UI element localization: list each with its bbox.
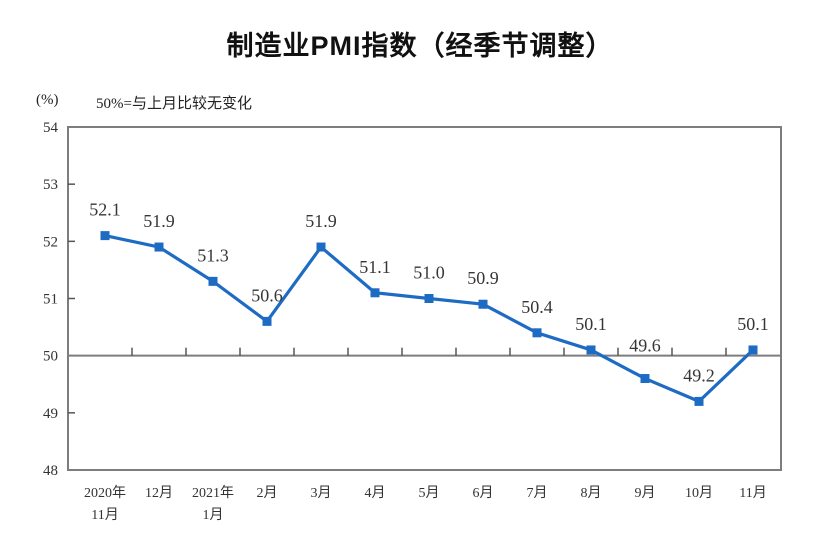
data-point-marker	[316, 242, 326, 252]
y-axis-unit-label: (%)	[36, 92, 59, 108]
x-tick-label: 10月	[685, 485, 713, 501]
x-tick-label: 2021年 1月	[192, 485, 234, 523]
y-tick-label: 49	[43, 406, 58, 422]
data-point-label: 50.9	[467, 268, 499, 288]
data-point-marker	[478, 299, 488, 309]
data-point-marker	[532, 328, 542, 338]
data-point-label: 50.1	[737, 314, 769, 334]
data-point-marker	[100, 231, 110, 241]
data-point-label: 50.6	[251, 285, 283, 305]
x-tick-label: 6月	[473, 485, 494, 501]
y-tick-label: 53	[43, 177, 58, 193]
x-tick-label: 9月	[635, 485, 656, 501]
data-point-label: 52.1	[89, 200, 121, 220]
data-point-label: 51.1	[359, 257, 391, 277]
x-tick-label: 11月	[739, 485, 766, 501]
x-tick-label: 4月	[365, 485, 386, 501]
x-tick-label: 8月	[581, 485, 602, 501]
data-point-label: 49.2	[683, 365, 715, 385]
x-tick-label: 2月	[257, 485, 278, 501]
chart-title: 制造业PMI指数（经季节调整）	[226, 31, 614, 61]
data-point-label: 50.1	[575, 314, 607, 334]
x-tick-label: 5月	[419, 485, 440, 501]
data-point-label: 51.0	[413, 263, 445, 283]
data-point-marker	[586, 345, 596, 355]
data-point-label: 50.4	[521, 297, 553, 317]
x-tick-label: 7月	[527, 485, 548, 501]
y-tick-label: 52	[43, 234, 58, 250]
data-point-marker	[640, 374, 650, 384]
y-tick-label: 48	[43, 463, 58, 479]
y-tick-label: 51	[43, 292, 58, 308]
x-tick-label: 12月	[145, 485, 173, 501]
x-tick-label: 2020年 11月	[84, 485, 126, 523]
data-point-label: 49.6	[629, 336, 661, 356]
data-point-marker	[424, 294, 434, 303]
data-point-marker	[694, 396, 704, 406]
data-point-marker	[208, 276, 218, 286]
chart-subtitle: 50%=与上月比较无变化	[96, 96, 252, 112]
data-point-marker	[748, 345, 758, 355]
y-tick-label: 54	[43, 120, 59, 136]
data-point-label: 51.9	[305, 211, 337, 231]
data-point-marker	[262, 316, 272, 326]
y-tick-label: 50	[43, 349, 58, 365]
data-point-marker	[370, 288, 380, 298]
data-point-label: 51.3	[197, 245, 229, 265]
data-point-label: 51.9	[143, 211, 175, 231]
data-point-marker	[154, 242, 164, 252]
x-tick-label: 3月	[311, 485, 332, 501]
